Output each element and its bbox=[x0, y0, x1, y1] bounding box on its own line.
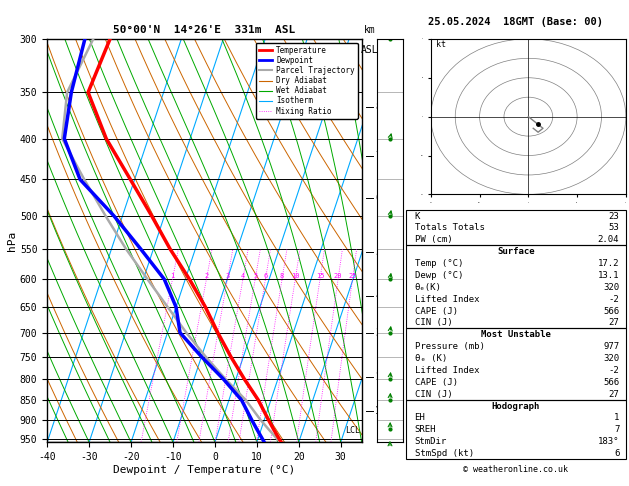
Text: 566: 566 bbox=[603, 307, 619, 315]
Text: StmSpd (kt): StmSpd (kt) bbox=[415, 449, 474, 458]
Text: Pressure (mb): Pressure (mb) bbox=[415, 342, 484, 351]
Text: 27: 27 bbox=[608, 390, 619, 399]
Text: 977: 977 bbox=[603, 342, 619, 351]
Text: CIN (J): CIN (J) bbox=[415, 318, 452, 328]
Text: EH: EH bbox=[415, 414, 425, 422]
Text: 2: 2 bbox=[204, 273, 209, 279]
Text: 4: 4 bbox=[375, 291, 381, 301]
Text: Hodograph: Hodograph bbox=[492, 401, 540, 411]
Text: 1: 1 bbox=[375, 406, 381, 416]
Text: 6: 6 bbox=[264, 273, 267, 279]
Text: 7: 7 bbox=[375, 151, 381, 160]
Text: Surface: Surface bbox=[497, 247, 535, 256]
Text: CAPE (J): CAPE (J) bbox=[415, 378, 457, 387]
Text: CIN (J): CIN (J) bbox=[415, 390, 452, 399]
Text: © weatheronline.co.uk: © weatheronline.co.uk bbox=[464, 465, 568, 473]
Text: kt: kt bbox=[436, 40, 446, 49]
Text: SREH: SREH bbox=[415, 425, 436, 434]
Text: 3: 3 bbox=[225, 273, 230, 279]
Legend: Temperature, Dewpoint, Parcel Trajectory, Dry Adiabat, Wet Adiabat, Isotherm, Mi: Temperature, Dewpoint, Parcel Trajectory… bbox=[255, 43, 358, 119]
Text: Lifted Index: Lifted Index bbox=[415, 366, 479, 375]
Text: Lifted Index: Lifted Index bbox=[415, 295, 479, 304]
Text: 25.05.2024  18GMT (Base: 00): 25.05.2024 18GMT (Base: 00) bbox=[428, 17, 603, 27]
Text: 8: 8 bbox=[280, 273, 284, 279]
Text: 53: 53 bbox=[608, 224, 619, 232]
Text: 3: 3 bbox=[375, 328, 381, 338]
Title: 50°00'N  14°26'E  331m  ASL: 50°00'N 14°26'E 331m ASL bbox=[113, 25, 296, 35]
Text: Temp (°C): Temp (°C) bbox=[415, 259, 463, 268]
Text: θₑ (K): θₑ (K) bbox=[415, 354, 447, 363]
Text: 7: 7 bbox=[614, 425, 619, 434]
Text: 6: 6 bbox=[614, 449, 619, 458]
Text: 183°: 183° bbox=[598, 437, 619, 446]
Text: LCL: LCL bbox=[345, 426, 360, 435]
Bar bbox=[406, 245, 626, 329]
Text: 20: 20 bbox=[334, 273, 342, 279]
X-axis label: Dewpoint / Temperature (°C): Dewpoint / Temperature (°C) bbox=[113, 465, 296, 475]
Text: -2: -2 bbox=[608, 366, 619, 375]
Y-axis label: hPa: hPa bbox=[7, 230, 17, 251]
Text: 13.1: 13.1 bbox=[598, 271, 619, 280]
Text: 5: 5 bbox=[253, 273, 257, 279]
Text: 8: 8 bbox=[375, 102, 381, 112]
Text: -2: -2 bbox=[608, 295, 619, 304]
Text: 6: 6 bbox=[375, 193, 381, 203]
Text: Most Unstable: Most Unstable bbox=[481, 330, 551, 339]
Text: Dewp (°C): Dewp (°C) bbox=[415, 271, 463, 280]
Text: K: K bbox=[415, 211, 420, 221]
Text: 2.04: 2.04 bbox=[598, 235, 619, 244]
Text: PW (cm): PW (cm) bbox=[415, 235, 452, 244]
Bar bbox=[406, 209, 626, 245]
Text: ASL: ASL bbox=[360, 45, 379, 55]
Text: 320: 320 bbox=[603, 283, 619, 292]
Text: θₑ(K): θₑ(K) bbox=[415, 283, 442, 292]
Text: 23: 23 bbox=[608, 211, 619, 221]
Text: 25: 25 bbox=[348, 273, 357, 279]
Text: 15: 15 bbox=[316, 273, 324, 279]
Text: 2: 2 bbox=[375, 372, 381, 382]
Text: Totals Totals: Totals Totals bbox=[415, 224, 484, 232]
Bar bbox=[406, 329, 626, 399]
Text: StmDir: StmDir bbox=[415, 437, 447, 446]
Bar bbox=[406, 399, 626, 459]
Text: CAPE (J): CAPE (J) bbox=[415, 307, 457, 315]
Text: 5: 5 bbox=[375, 247, 381, 257]
Text: 1: 1 bbox=[614, 414, 619, 422]
Text: 320: 320 bbox=[603, 354, 619, 363]
Text: 10: 10 bbox=[291, 273, 299, 279]
Text: 1: 1 bbox=[170, 273, 175, 279]
Text: 566: 566 bbox=[603, 378, 619, 387]
Text: 4: 4 bbox=[241, 273, 245, 279]
Text: 27: 27 bbox=[608, 318, 619, 328]
Text: 17.2: 17.2 bbox=[598, 259, 619, 268]
Text: km: km bbox=[364, 25, 376, 35]
